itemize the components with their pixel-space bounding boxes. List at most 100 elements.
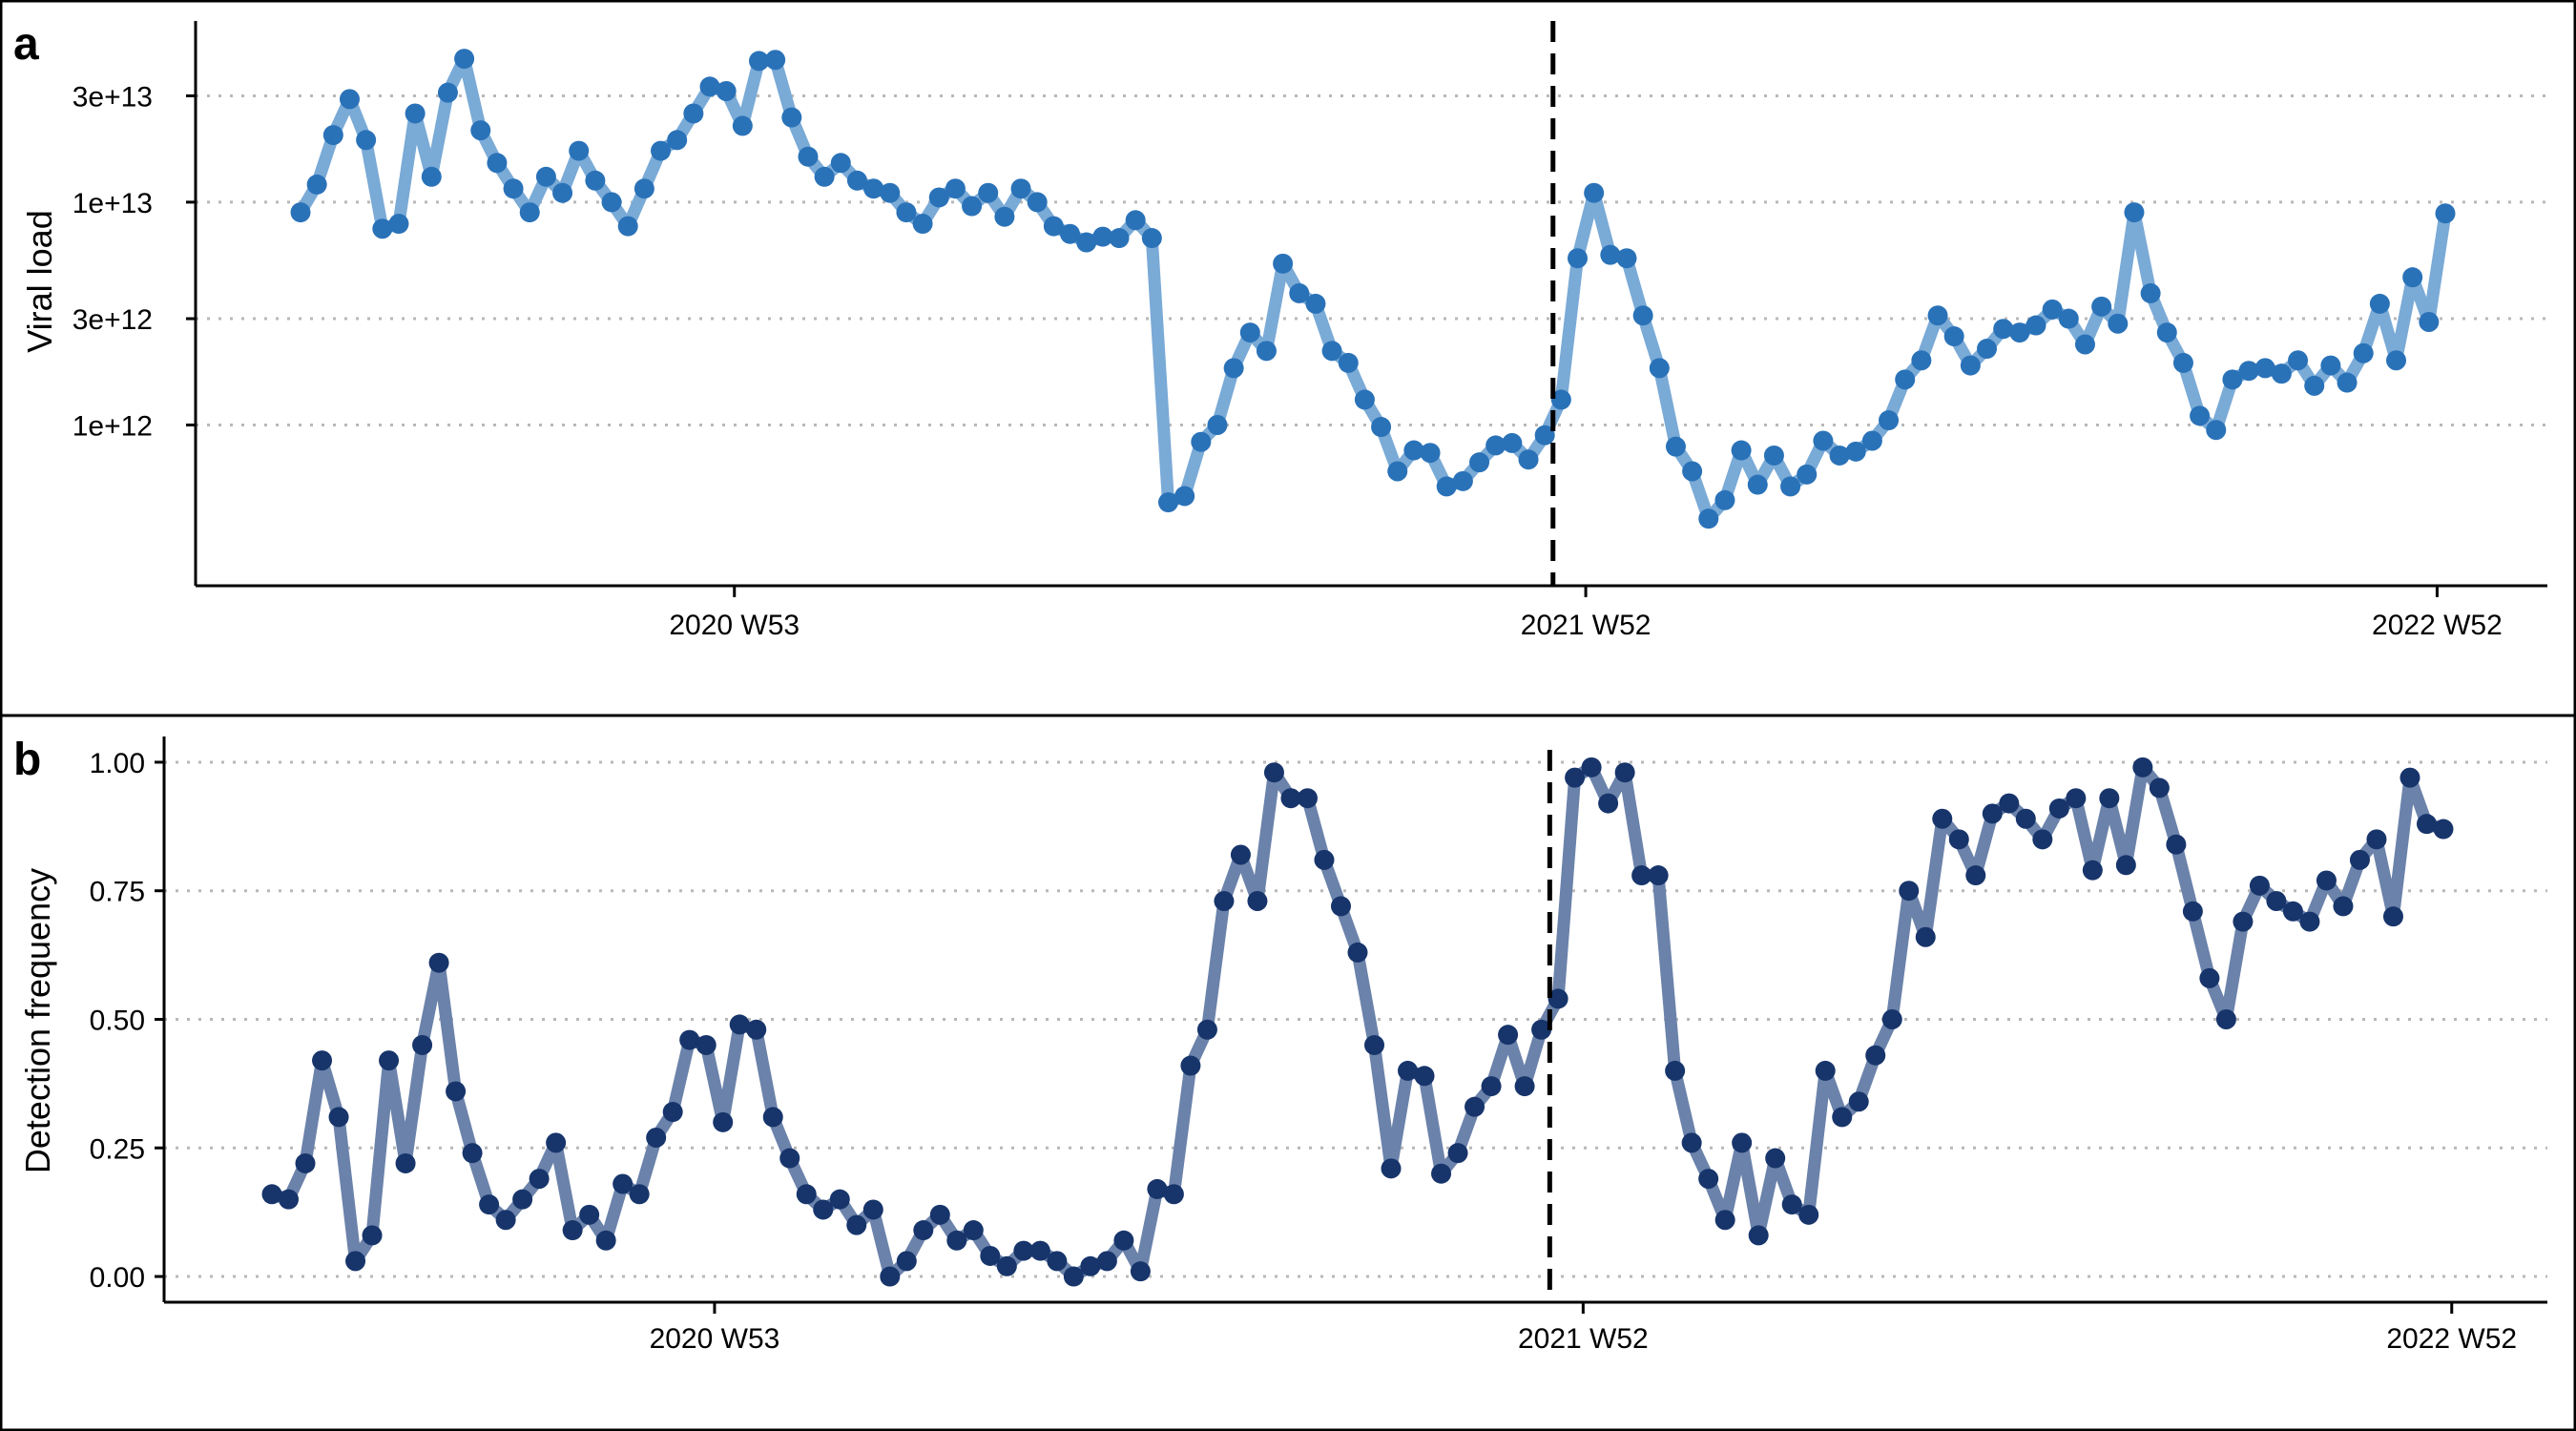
data-point — [1977, 339, 1998, 360]
data-point — [1092, 226, 1113, 247]
data-point — [1731, 440, 1752, 461]
data-point — [880, 1266, 901, 1287]
data-point — [2266, 891, 2287, 912]
data-point — [552, 182, 573, 203]
data-point — [634, 178, 654, 199]
data-point — [1682, 461, 1703, 482]
y-tick-label: 0.75 — [90, 877, 145, 908]
y-tick-label: 3e+13 — [73, 81, 153, 113]
data-point — [699, 76, 720, 97]
data-point — [762, 1107, 783, 1128]
data-point — [2320, 355, 2341, 376]
data-point — [2206, 420, 2227, 441]
data-point — [662, 1102, 683, 1123]
data-point — [1568, 248, 1589, 269]
data-point — [2099, 788, 2120, 809]
data-point — [651, 140, 672, 161]
data-point — [846, 1214, 867, 1235]
data-point — [2132, 757, 2153, 778]
data-point — [2316, 870, 2337, 891]
data-point — [2032, 829, 2053, 850]
data-point — [716, 80, 737, 101]
y-tick-label: 0.25 — [90, 1133, 145, 1165]
data-point — [2299, 911, 2320, 932]
data-point — [1948, 829, 1969, 850]
data-point — [2433, 819, 2454, 840]
data-point — [2333, 896, 2354, 917]
data-point — [1239, 322, 1260, 343]
data-point — [1469, 452, 1490, 473]
data-point — [1899, 881, 1920, 902]
data-point — [779, 1148, 800, 1169]
data-point — [261, 1184, 282, 1205]
data-point — [2140, 282, 2161, 303]
data-point — [421, 166, 442, 187]
data-point — [1280, 788, 1301, 809]
data-point — [290, 202, 311, 223]
data-point — [2382, 906, 2403, 927]
data-point — [2386, 350, 2407, 371]
x-tick-label: 2021 W52 — [1521, 610, 1652, 641]
data-point — [1109, 228, 1130, 249]
data-point — [1648, 865, 1669, 886]
data-point — [2349, 849, 2370, 870]
data-point — [913, 1220, 934, 1241]
data-point — [2282, 901, 2303, 922]
data-point — [1982, 803, 2003, 824]
data-point — [646, 1127, 667, 1148]
data-point — [1191, 431, 1212, 452]
data-point — [1013, 1240, 1034, 1261]
data-point — [1780, 476, 1801, 497]
data-point — [1043, 216, 1064, 237]
data-point — [929, 1204, 950, 1225]
panel-a: a Viral load 1e+12 3e+12 1e+13 3e+13 2020 W… — [13, 19, 2547, 641]
data-point — [2353, 342, 2374, 363]
data-point — [1273, 253, 1294, 274]
data-point — [863, 178, 884, 199]
data-point — [1080, 1255, 1101, 1276]
data-point — [1125, 210, 1146, 231]
data-point — [1932, 808, 1953, 829]
data-point — [2190, 405, 2211, 426]
data-point — [1420, 443, 1441, 464]
data-point — [1865, 1045, 1886, 1066]
data-point — [1485, 435, 1506, 456]
data-point — [617, 216, 638, 237]
data-point — [356, 130, 377, 151]
y-tick-label: 1e+13 — [73, 188, 153, 219]
data-point — [1881, 1009, 1902, 1029]
panel-a-letter: a — [13, 19, 39, 70]
data-point — [1960, 355, 1981, 376]
data-point — [585, 170, 606, 191]
data-point — [2249, 875, 2270, 896]
data-point — [945, 178, 966, 199]
data-point — [1565, 767, 1586, 788]
data-point — [994, 206, 1015, 227]
data-point — [1305, 293, 1326, 314]
y-tick-label: 1.00 — [90, 748, 145, 779]
data-point — [2074, 334, 2095, 355]
data-point — [613, 1173, 634, 1194]
data-point — [2222, 369, 2243, 390]
data-point — [1465, 1096, 1485, 1117]
y-tick-label: 0.50 — [90, 1006, 145, 1037]
y-tick-label: 1e+12 — [73, 411, 153, 443]
data-point — [312, 1050, 333, 1071]
data-point — [1993, 319, 2014, 340]
data-point — [322, 125, 343, 146]
data-point — [279, 1189, 300, 1210]
data-point — [1518, 449, 1539, 470]
data-point — [696, 1034, 717, 1055]
data-point — [395, 1152, 416, 1173]
data-point — [1895, 369, 1916, 390]
data-point — [1498, 1025, 1519, 1046]
data-point — [1431, 1163, 1452, 1184]
data-point — [679, 1029, 700, 1050]
data-point — [328, 1107, 349, 1128]
data-point — [470, 120, 491, 141]
data-point — [2149, 778, 2170, 798]
data-point — [814, 166, 835, 187]
data-point — [980, 1245, 1001, 1266]
